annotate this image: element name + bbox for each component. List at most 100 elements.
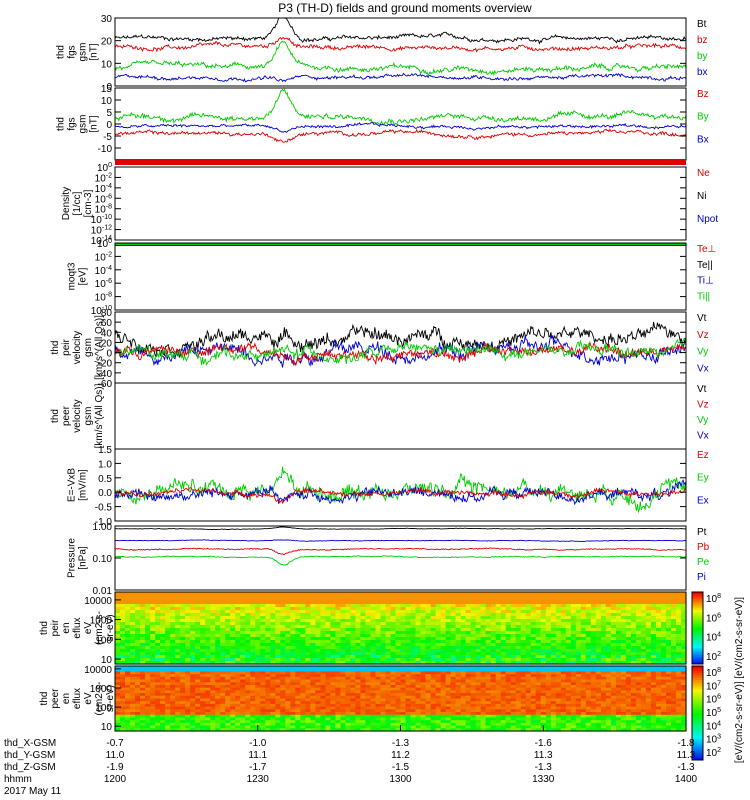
heatmap-cell	[425, 698, 432, 702]
heatmap-cell	[115, 631, 121, 635]
heatmap-cell	[681, 701, 687, 705]
heatmap-cell	[395, 637, 402, 641]
heatmap-cell	[225, 698, 231, 702]
heatmap-cell	[565, 634, 572, 638]
heatmap-cell	[120, 625, 126, 629]
heatmap-cell	[205, 631, 211, 635]
heatmap-cell	[345, 652, 351, 656]
heatmap-cell	[365, 712, 371, 716]
heatmap-cell	[520, 649, 527, 653]
heatmap-cell	[125, 693, 131, 697]
heatmap-cell	[671, 695, 677, 700]
heatmap-cell	[430, 661, 437, 665]
heatmap-cell	[275, 709, 281, 713]
heatmap-cell	[265, 646, 271, 650]
heatmap-cell	[240, 676, 246, 681]
heatmap-cell	[530, 690, 537, 694]
heatmap-cell	[380, 695, 387, 700]
heatmap-cell	[565, 706, 572, 710]
heatmap-cell	[360, 666, 366, 670]
heatmap-cell	[661, 613, 667, 617]
heatmap-cell	[681, 637, 687, 641]
heatmap-cell	[375, 671, 382, 675]
heatmap-cell	[220, 592, 226, 596]
heatmap-cell	[555, 661, 562, 665]
heatmap-cell	[450, 695, 457, 700]
heatmap-cell	[645, 676, 652, 681]
heatmap-cell	[335, 712, 341, 716]
heatmap-cell	[230, 622, 236, 626]
heatmap-cell	[565, 652, 572, 656]
heatmap-cell	[270, 631, 276, 635]
heatmap-cell	[340, 634, 346, 638]
heatmap-cell	[375, 685, 382, 689]
heatmap-cell	[160, 668, 166, 672]
heatmap-cell	[540, 625, 547, 629]
heatmap-cell	[480, 595, 487, 599]
heatmap-cell	[470, 637, 477, 641]
heatmap-cell	[515, 671, 522, 675]
heatmap-cell	[290, 634, 296, 638]
heatmap-cell	[395, 592, 402, 596]
heatmap-cell	[175, 666, 181, 670]
heatmap-cell	[275, 625, 281, 629]
heatmap-cell	[350, 679, 356, 683]
heatmap-cell	[570, 601, 577, 605]
legend-Ne: Ne	[697, 168, 710, 179]
heatmap-cell	[290, 595, 296, 599]
heatmap-cell	[380, 676, 387, 681]
heatmap-cell	[240, 625, 246, 629]
heatmap-cell	[290, 637, 296, 641]
heatmap-cell	[190, 598, 196, 602]
heatmap-cell	[650, 592, 657, 596]
heatmap-cell	[305, 666, 311, 670]
heatmap-cell	[445, 619, 452, 623]
heatmap-cell	[390, 631, 397, 635]
heatmap-cell	[305, 604, 311, 608]
heatmap-cell	[255, 703, 261, 708]
heatmap-cell	[610, 610, 617, 614]
heatmap-cell	[305, 625, 311, 629]
heatmap-cell	[310, 631, 316, 635]
heatmap-cell	[676, 649, 682, 653]
heatmap-cell	[671, 613, 677, 617]
heatmap-cell	[475, 643, 482, 647]
heatmap-cell	[525, 706, 532, 710]
heatmap-cell	[195, 652, 201, 656]
heatmap-cell	[355, 701, 361, 705]
heatmap-cell	[200, 674, 206, 678]
heatmap-cell	[590, 601, 597, 605]
heatmap-cell	[360, 592, 366, 596]
heatmap-cell	[185, 610, 191, 614]
heatmap-cell	[545, 709, 552, 713]
heatmap-cell	[650, 637, 657, 641]
heatmap-cell	[580, 698, 587, 702]
heatmap-cell	[520, 676, 527, 681]
heatmap-cell	[520, 687, 527, 691]
heatmap-cell	[520, 671, 527, 675]
heatmap-cell	[215, 628, 221, 632]
heatmap-cell	[255, 607, 261, 611]
heatmap-cell	[160, 666, 166, 670]
heatmap-cell	[160, 709, 166, 713]
heatmap-cell	[160, 649, 166, 653]
heatmap-cell	[370, 622, 376, 626]
heatmap-cell	[210, 674, 216, 678]
heatmap-cell	[225, 646, 231, 650]
heatmap-cell	[390, 698, 397, 702]
heatmap-cell	[575, 622, 582, 626]
heatmap-cell	[661, 634, 667, 638]
heatmap-cell	[410, 671, 417, 675]
heatmap-cell	[385, 613, 392, 617]
heatmap-cell	[555, 701, 562, 705]
panel-ylabel: velocity	[72, 399, 83, 432]
heatmap-cell	[450, 661, 457, 665]
heatmap-cell	[230, 619, 236, 623]
heatmap-cell	[235, 676, 241, 681]
heatmap-cell	[305, 658, 311, 662]
heatmap-cell	[671, 671, 677, 675]
heatmap-cell	[230, 690, 236, 694]
heatmap-cell	[450, 649, 457, 653]
heatmap-cell	[545, 698, 552, 702]
heatmap-cell	[455, 703, 462, 708]
